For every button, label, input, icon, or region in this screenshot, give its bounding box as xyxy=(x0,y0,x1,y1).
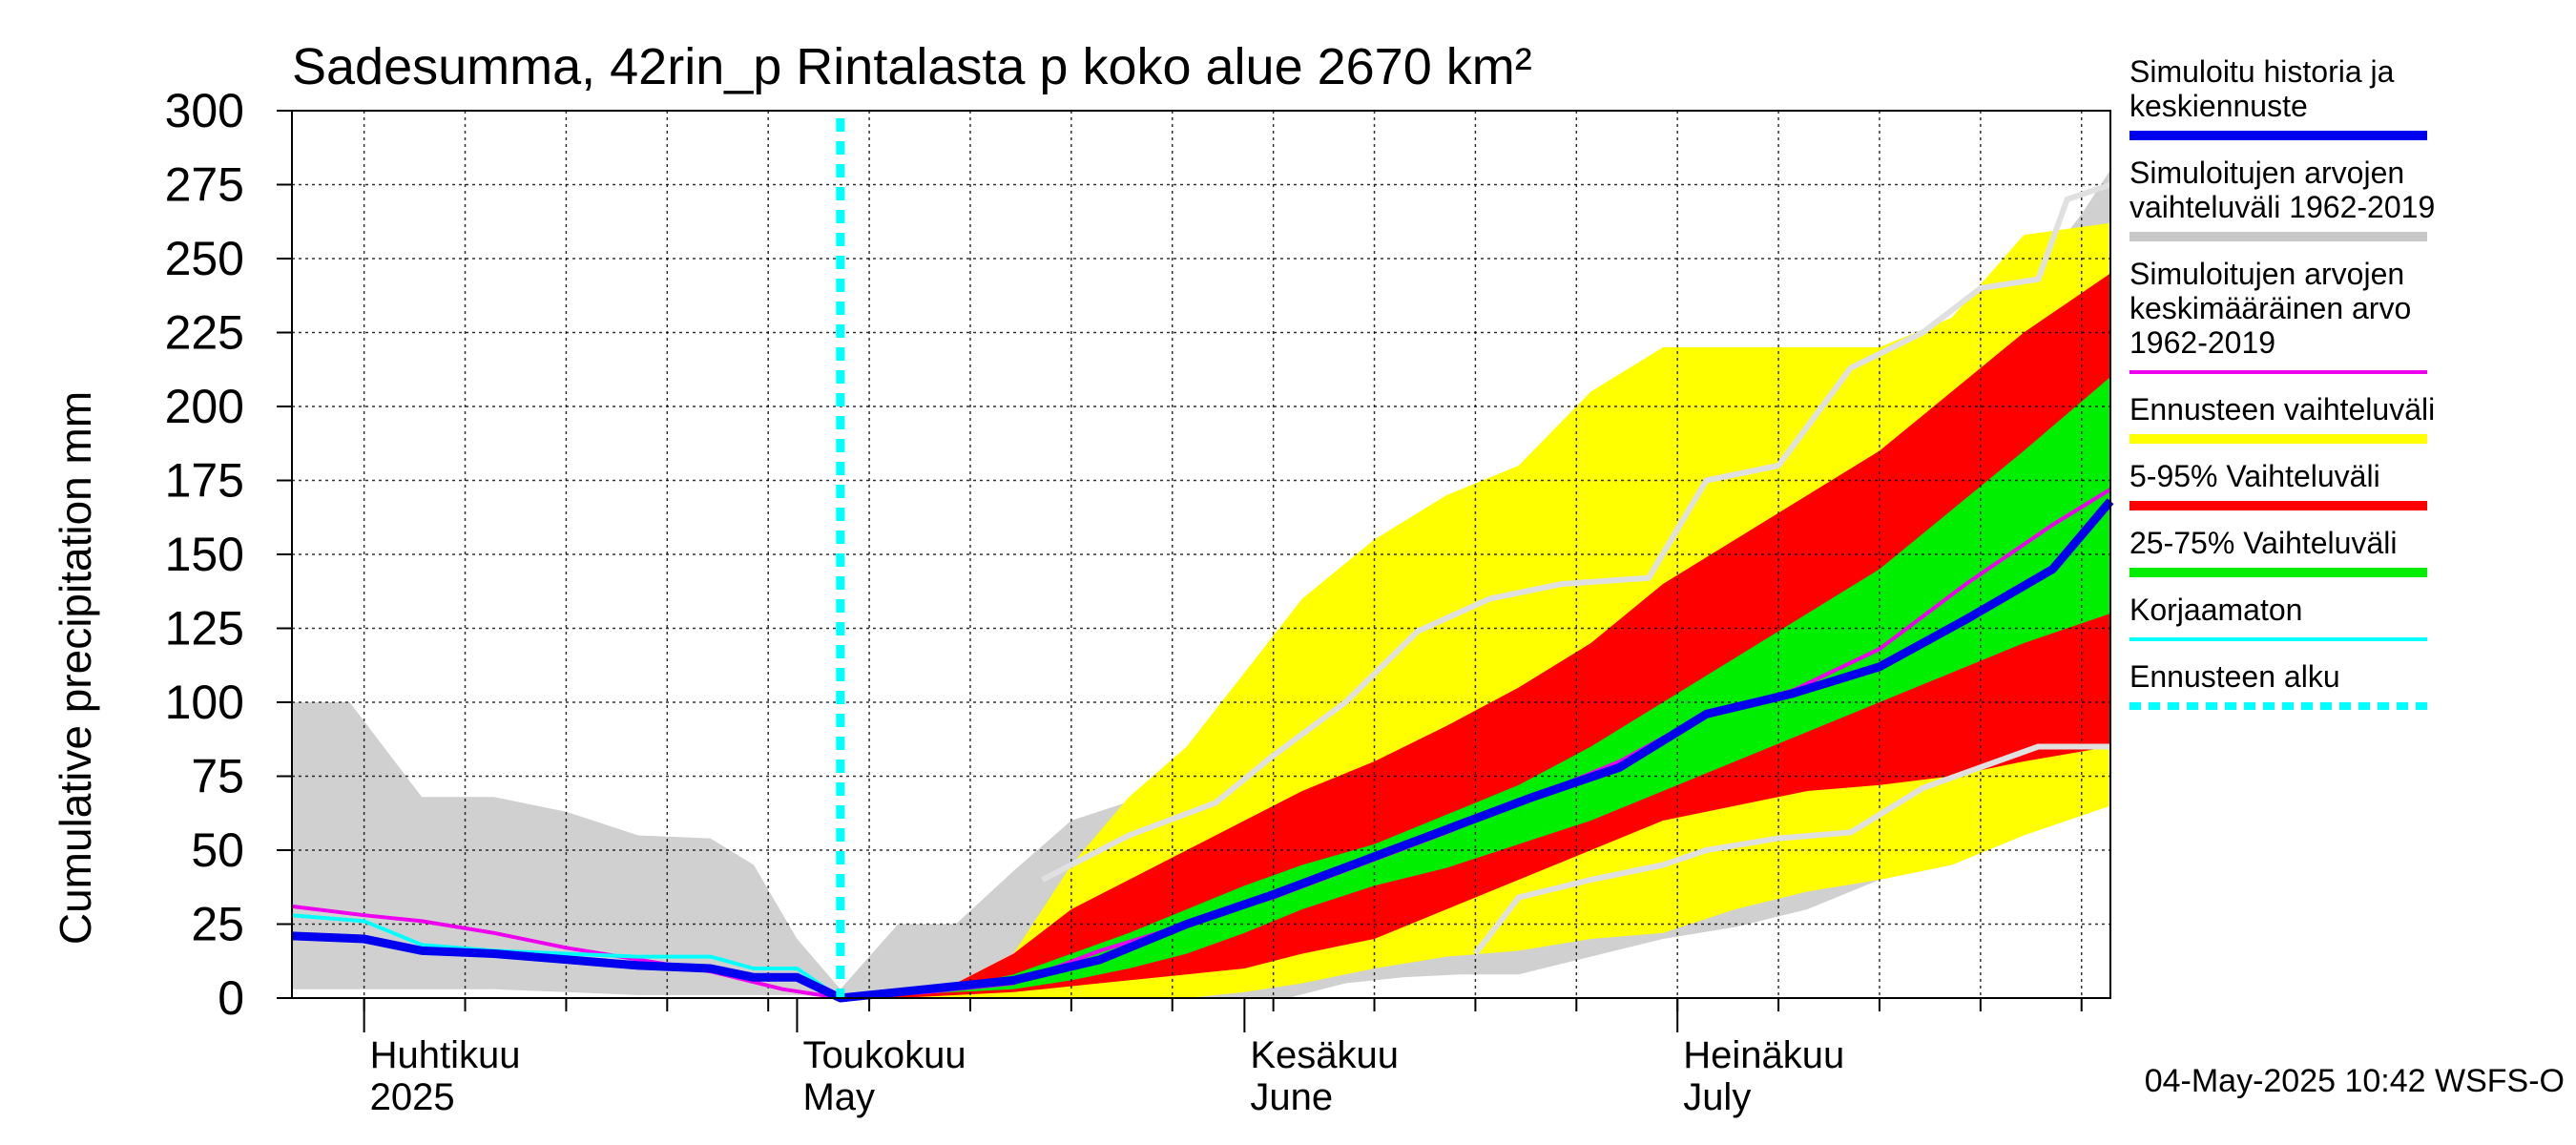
x-month-label-en: May xyxy=(802,1076,875,1118)
legend-label: 25-75% Vaihteluväli xyxy=(2129,526,2397,560)
legend-label: Simuloitujen arvojen xyxy=(2129,156,2404,190)
legend-label: 1962-2019 xyxy=(2129,325,2275,360)
x-month-label-en: June xyxy=(1250,1076,1333,1118)
y-tick-label: 275 xyxy=(165,158,244,212)
y-tick-label: 300 xyxy=(165,84,244,137)
legend-label: Simuloitujen arvojen xyxy=(2129,257,2404,291)
band-area xyxy=(840,222,2110,999)
legend-label: keskimääräinen arvo xyxy=(2129,291,2411,325)
legend-label: Ennusteen alku xyxy=(2129,659,2340,694)
legend-label: Simuloitu historia ja xyxy=(2129,54,2395,89)
chart-title: Sadesumma, 42rin_p Rintalasta p koko alu… xyxy=(292,38,1532,95)
y-axis-label: Cumulative precipitation mm xyxy=(51,391,100,945)
plot-area xyxy=(291,110,2114,1003)
band-area xyxy=(840,377,2110,998)
series-line xyxy=(291,498,2114,1003)
x-month-label-fi: Kesäkuu xyxy=(1250,1034,1399,1076)
legend-label: keskiennuste xyxy=(2129,89,2308,123)
y-tick-label: 250 xyxy=(165,232,244,285)
x-month-label-fi: Toukokuu xyxy=(802,1034,966,1076)
y-tick-label: 25 xyxy=(191,898,244,951)
y-tick-label: 225 xyxy=(165,306,244,360)
series-line xyxy=(291,913,841,1000)
x-month-label-fi: Heinäkuu xyxy=(1683,1034,1844,1076)
series-line xyxy=(1041,181,2111,883)
y-tick-label: 50 xyxy=(191,823,244,877)
y-tick-label: 125 xyxy=(165,602,244,656)
y-tick-label: 75 xyxy=(191,750,244,803)
legend-label: 5-95% Vaihteluväli xyxy=(2129,459,2380,493)
y-tick-label: 175 xyxy=(165,454,244,508)
y-tick-label: 150 xyxy=(165,528,244,581)
y-tick-label: 100 xyxy=(165,676,244,729)
legend-label: vaihteluväli 1962-2019 xyxy=(2129,190,2435,224)
y-axis: 0 25 50 75 100 125 150 175 200 225 250 275 300 xyxy=(165,84,292,1025)
series-line xyxy=(1473,743,2110,956)
y-tick-label: 200 xyxy=(165,380,244,433)
x-month-label-fi: Huhtikuu xyxy=(370,1034,521,1076)
y-tick-label: 0 xyxy=(218,971,244,1025)
footer-timestamp: 04-May-2025 10:42 WSFS-O xyxy=(2145,1063,2565,1099)
x-month-label-en: July xyxy=(1683,1076,1751,1118)
legend-label: Ennusteen vaihteluväli xyxy=(2129,392,2435,427)
legend-label: Korjaamaton xyxy=(2129,593,2302,627)
x-month-label-en: 2025 xyxy=(370,1076,455,1118)
